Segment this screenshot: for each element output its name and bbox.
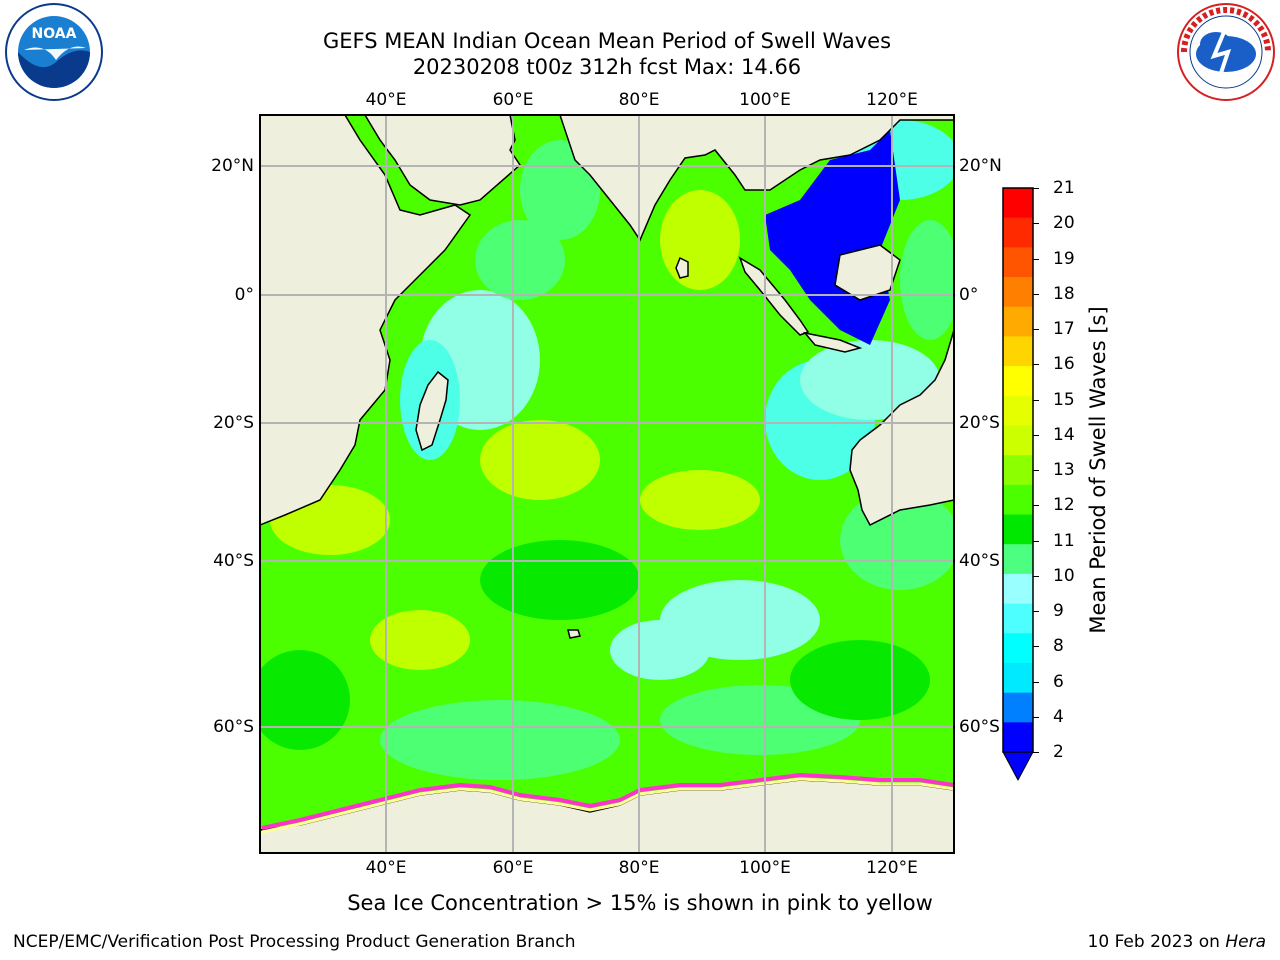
colorbar-label: Mean Period of Swell Waves [s] bbox=[1086, 306, 1110, 634]
colorbar-tick-mark bbox=[1033, 646, 1039, 648]
colorbar-band bbox=[1003, 306, 1033, 337]
lat-tick-left: 20°S bbox=[213, 413, 254, 433]
colorbar-tick-label: 8 bbox=[1053, 636, 1064, 657]
colorbar-band bbox=[1003, 395, 1033, 426]
colorbar-band bbox=[1003, 484, 1033, 516]
lat-tick-left: 60°S bbox=[213, 717, 254, 737]
colorbar-band bbox=[1003, 722, 1033, 753]
colorbar-band bbox=[1003, 544, 1033, 575]
borneo-land bbox=[834, 244, 901, 301]
lon-tick-top: 40°E bbox=[365, 90, 407, 110]
footer-date: 10 Feb 2023 on Hera bbox=[1088, 932, 1266, 952]
colorbar-tick-label: 12 bbox=[1053, 495, 1075, 516]
colorbar-tick-mark bbox=[1033, 752, 1039, 753]
colorbar bbox=[1002, 187, 1034, 782]
sri-lanka-land bbox=[675, 256, 689, 279]
colorbar-tick-mark bbox=[1033, 575, 1039, 577]
colorbar-band bbox=[1003, 633, 1033, 664]
colorbar-band bbox=[1003, 277, 1033, 308]
nws-logo-icon bbox=[1177, 3, 1275, 101]
colorbar-band bbox=[1003, 692, 1033, 723]
lon-tick-bottom: 120°E bbox=[866, 858, 918, 878]
kerguelen-land bbox=[567, 629, 581, 639]
colorbar-band bbox=[1003, 366, 1033, 397]
noaa-logo-icon: NOAA bbox=[5, 3, 103, 101]
colorbar-tick-mark bbox=[1033, 399, 1039, 401]
lon-tick-top: 120°E bbox=[866, 90, 918, 110]
colorbar-tick-label: 17 bbox=[1053, 319, 1075, 339]
lat-tick-right: 40°S bbox=[959, 551, 1000, 571]
lon-tick-top: 60°E bbox=[492, 90, 534, 110]
arabia-land bbox=[364, 115, 521, 206]
map-frame bbox=[259, 114, 955, 854]
colorbar-tick-label: 9 bbox=[1053, 601, 1064, 621]
lat-tick-right: 20°N bbox=[959, 156, 1002, 176]
colorbar-tick-mark bbox=[1033, 258, 1039, 260]
colorbar-band bbox=[1003, 603, 1033, 634]
colorbar-tick-label: 6 bbox=[1053, 671, 1064, 692]
colorbar-tick-label: 19 bbox=[1053, 248, 1075, 269]
colorbar-tick-mark bbox=[1033, 364, 1039, 366]
lon-tick-bottom: 100°E bbox=[739, 858, 791, 878]
colorbar-tick-label: 4 bbox=[1053, 706, 1064, 727]
colorbar-tick-mark bbox=[1033, 505, 1039, 507]
colorbar-tick-label: 10 bbox=[1053, 565, 1075, 586]
colorbar-tick-label: 11 bbox=[1053, 530, 1075, 551]
colorbar-tick-label: 2 bbox=[1053, 742, 1064, 762]
footer-branch: NCEP/EMC/Verification Post Processing Pr… bbox=[13, 932, 576, 952]
sea-ice-note: Sea Ice Concentration > 15% is shown in … bbox=[347, 891, 933, 915]
footer-date-text: 10 Feb 2023 on bbox=[1087, 932, 1226, 952]
colorbar-band bbox=[1003, 188, 1033, 219]
colorbar-band bbox=[1003, 336, 1033, 367]
colorbar-band bbox=[1003, 455, 1033, 486]
colorbar-tick-label: 16 bbox=[1053, 354, 1075, 375]
colorbar-tick-mark bbox=[1033, 188, 1039, 189]
colorbar-band bbox=[1003, 425, 1033, 456]
footer-host: Hera bbox=[1225, 932, 1266, 952]
colorbar-tick-label: 13 bbox=[1053, 460, 1075, 480]
lat-tick-left: 20°N bbox=[211, 156, 254, 176]
lon-tick-bottom: 80°E bbox=[618, 858, 660, 878]
lat-tick-left: 40°S bbox=[213, 551, 254, 571]
noaa-logo-text: NOAA bbox=[32, 26, 77, 42]
colorbar-tick-mark bbox=[1033, 223, 1039, 225]
sumatra-land bbox=[738, 256, 810, 336]
colorbar-tick-label: 14 bbox=[1053, 424, 1075, 445]
graticule bbox=[260, 115, 954, 853]
colorbar-band bbox=[1003, 662, 1033, 694]
colorbar-tick-mark bbox=[1033, 540, 1039, 542]
lat-tick-right: 20°S bbox=[959, 413, 1000, 433]
madagascar-land bbox=[415, 370, 449, 452]
lon-tick-top: 100°E bbox=[739, 90, 791, 110]
colorbar-tick-mark bbox=[1033, 681, 1039, 683]
colorbar-tick-mark bbox=[1033, 293, 1039, 295]
colorbar-tick-label: 18 bbox=[1053, 283, 1075, 304]
lat-tick-right: 0° bbox=[959, 285, 979, 305]
map-title: GEFS MEAN Indian Ocean Mean Period of Sw… bbox=[322, 29, 892, 53]
colorbar-tick-label: 15 bbox=[1053, 389, 1075, 410]
lat-tick-left: 0° bbox=[234, 285, 254, 305]
colorbar-tick-mark bbox=[1033, 329, 1039, 330]
colorbar-band bbox=[1003, 514, 1033, 545]
colorbar-tick-label: 21 bbox=[1053, 178, 1075, 198]
australia-land bbox=[849, 329, 954, 526]
map-subtitle-forecast: 20230208 t00z 312h fcst Max: 14.66 bbox=[412, 55, 802, 79]
lon-tick-bottom: 40°E bbox=[365, 858, 407, 878]
colorbar-band bbox=[1003, 217, 1033, 248]
lon-tick-top: 80°E bbox=[618, 90, 660, 110]
java-land bbox=[803, 331, 863, 353]
colorbar-bands bbox=[1003, 188, 1033, 753]
colorbar-tick-label: 20 bbox=[1053, 213, 1075, 234]
lon-tick-bottom: 60°E bbox=[492, 858, 534, 878]
colorbar-tick-mark bbox=[1033, 470, 1039, 471]
colorbar-band bbox=[1003, 573, 1033, 605]
asia-land bbox=[559, 115, 954, 242]
lat-tick-right: 60°S bbox=[959, 717, 1000, 737]
colorbar-tick-mark bbox=[1033, 611, 1039, 612]
colorbar-extend-triangle bbox=[1002, 751, 1034, 782]
colorbar-tick-mark bbox=[1033, 434, 1039, 436]
colorbar-band bbox=[1003, 247, 1033, 278]
colorbar-tick-mark bbox=[1033, 716, 1039, 718]
